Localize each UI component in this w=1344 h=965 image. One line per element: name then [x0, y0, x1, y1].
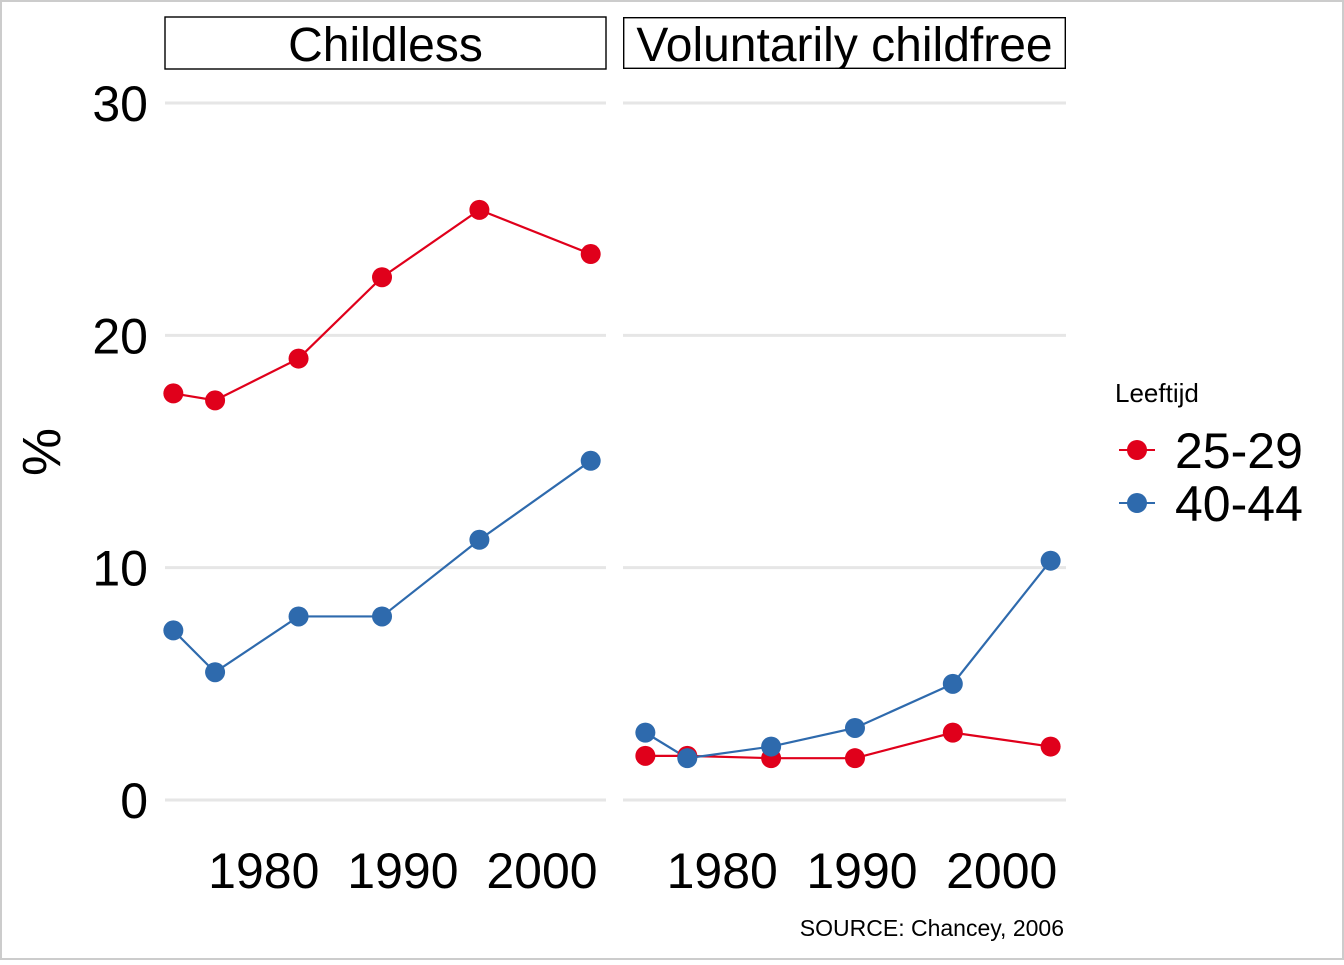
legend-label-25-29: 25-29 — [1175, 423, 1303, 479]
x-tick-label-1990-childless: 1990 — [347, 843, 458, 899]
data-point-40-44-1974.5-voluntarily-childfree — [635, 722, 656, 743]
y-tick-label-0: 0 — [120, 773, 148, 829]
data-point-40-44-1996.5-voluntarily-childfree — [942, 673, 963, 694]
legend-key-point-40-44 — [1127, 493, 1147, 513]
y-tick-label-30: 30 — [92, 76, 148, 132]
y-axis-ticks: 0 10 20 30 — [92, 76, 148, 829]
data-point-40-44-2003.5-voluntarily-childfree — [1040, 550, 1061, 571]
legend-label-40-44: 40-44 — [1175, 476, 1303, 532]
data-point-40-44-1977.5-voluntarily-childfree — [677, 748, 698, 769]
panel-title-voluntarily-childfree: Voluntarily childfree — [636, 19, 1052, 72]
panel-grid-voluntarily-childfree — [623, 101, 1066, 802]
legend-title: Leeftijd — [1115, 378, 1199, 408]
data-point-25-29-2003.5-childless — [580, 244, 601, 265]
y-tick-label-20: 20 — [92, 308, 148, 364]
panel-strip-clip: Voluntarily childfree — [623, 17, 1066, 72]
source-caption: SOURCE: Chancey, 2006 — [800, 915, 1064, 941]
x-tick-label-2000-voluntarily-childfree: 2000 — [946, 843, 1057, 899]
data-point-25-29-1995.5-childless — [469, 199, 490, 220]
x-tick-label-2000-childless: 2000 — [486, 843, 597, 899]
data-point-25-29-2003.5-voluntarily-childfree — [1040, 736, 1061, 757]
x-ticks-childless: 1980 1990 2000 — [208, 843, 597, 899]
data-point-25-29-1988.5-childless — [372, 267, 393, 288]
legend: Leeftijd 25-29 40-44 — [1115, 378, 1303, 532]
panel-voluntarily-childfree: Voluntarily childfree 1980 1990 2000 — [623, 17, 1066, 899]
data-point-40-44-2003.5-childless — [580, 450, 601, 471]
y-axis-label: % — [12, 428, 72, 476]
panel-grid-childless — [165, 101, 606, 802]
legend-item-40-44: 40-44 — [1119, 476, 1303, 532]
data-point-25-29-1974.5-voluntarily-childfree — [635, 745, 656, 766]
data-point-40-44-1973.5-childless — [163, 620, 184, 641]
data-point-25-29-1973.5-childless — [163, 383, 184, 404]
data-point-25-29-1976.5-childless — [205, 390, 226, 411]
data-point-40-44-1989.5-voluntarily-childfree — [844, 717, 865, 738]
panel-strip-childless — [164, 16, 607, 70]
data-point-25-29-1989.5-voluntarily-childfree — [844, 748, 865, 769]
panel-childless: Childless 1980 1990 2000 — [163, 16, 607, 899]
data-point-25-29-1996.5-voluntarily-childfree — [942, 722, 963, 743]
data-point-40-44-1976.5-childless — [205, 662, 226, 683]
x-tick-label-1980-childless: 1980 — [208, 843, 319, 899]
panel-strip-voluntarily-childfree — [623, 17, 1066, 69]
data-point-40-44-1995.5-childless — [469, 529, 490, 550]
panel-marks-voluntarily-childfree — [635, 550, 1061, 769]
legend-item-25-29: 25-29 — [1119, 423, 1303, 479]
data-point-40-44-1988.5-childless — [372, 606, 393, 627]
x-tick-label-1980-voluntarily-childfree: 1980 — [667, 843, 778, 899]
data-point-40-44-1983.5-voluntarily-childfree — [761, 736, 782, 757]
y-tick-label-10: 10 — [92, 541, 148, 597]
x-tick-label-1990-voluntarily-childfree: 1990 — [806, 843, 917, 899]
panel-marks-childless — [163, 199, 601, 683]
panel-title-childless: Childless — [288, 19, 483, 72]
data-point-40-44-1982.5-childless — [288, 606, 309, 627]
data-point-25-29-1982.5-childless — [288, 348, 309, 369]
legend-key-point-25-29 — [1127, 440, 1147, 460]
x-ticks-voluntarily-childfree: 1980 1990 2000 — [667, 843, 1058, 899]
